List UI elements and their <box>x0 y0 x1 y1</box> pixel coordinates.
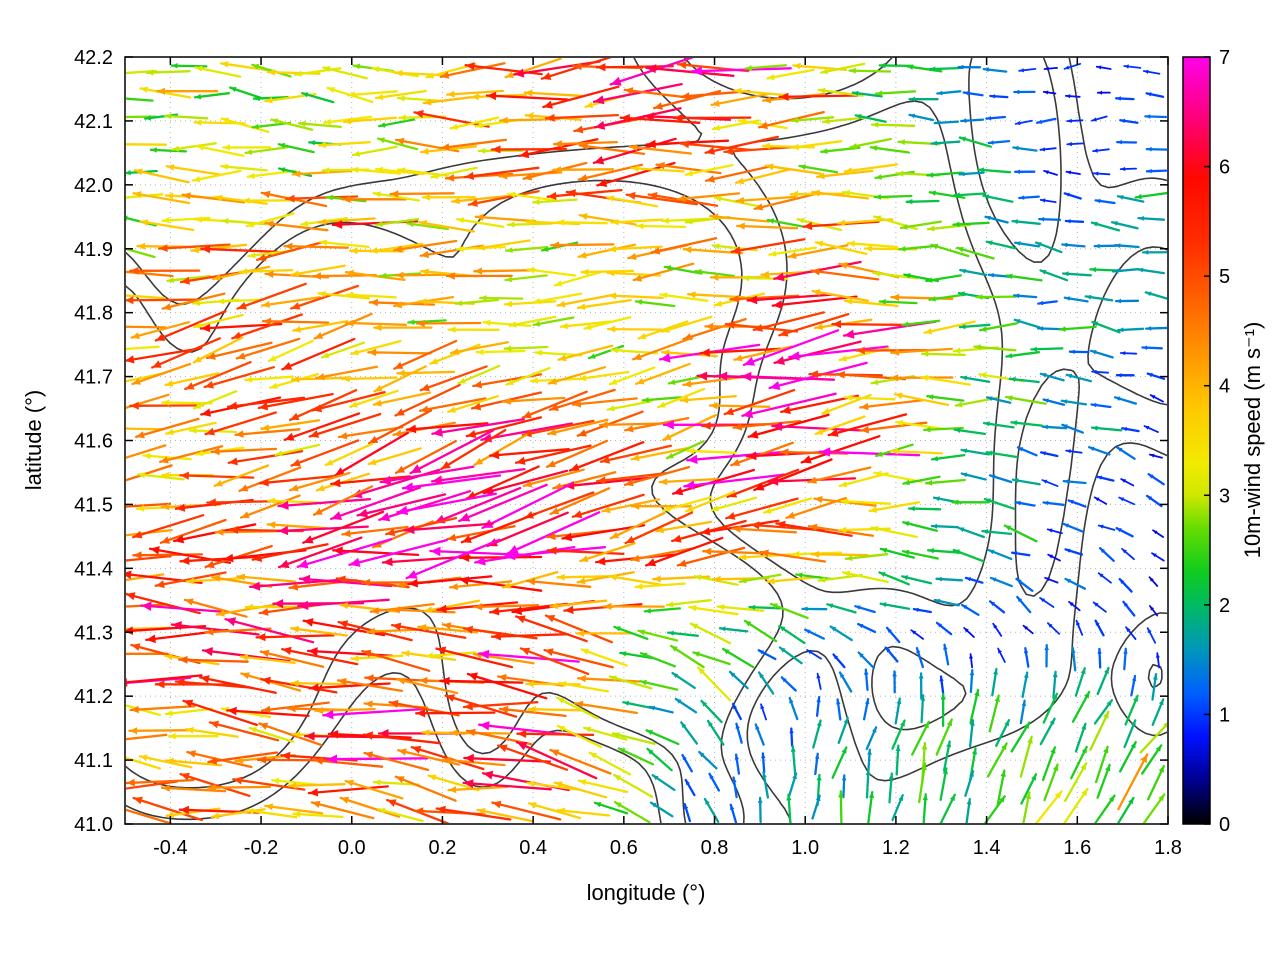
x-tick-label: -0.2 <box>244 837 278 859</box>
x-tick-label: 1.4 <box>973 837 1001 859</box>
axes: -0.4 -0.2 0.0 0.2 0.4 0.6 0.8 1.0 1.2 1.4 1.6 1.8 41… <box>74 47 1182 859</box>
x-tick-label: 1.8 <box>1154 837 1182 859</box>
colorbar-tick-label: 0 <box>1219 814 1230 836</box>
colorbar-tick-label: 1 <box>1219 704 1230 726</box>
colorbar-tick-label: 7 <box>1219 47 1230 69</box>
y-tick-label: 41.4 <box>74 558 113 580</box>
y-tick-label: 41.1 <box>74 750 113 772</box>
x-tick-label: 0.4 <box>519 837 547 859</box>
colorbar-label: 10m-wind speed (m s⁻¹) <box>1240 321 1265 559</box>
y-tick-label: 41.2 <box>74 686 113 708</box>
colorbar-tick-label: 2 <box>1219 595 1230 617</box>
wind-arrow-layer <box>126 58 1167 823</box>
x-tick-label: 0.8 <box>701 837 729 859</box>
y-tick-label: 41.6 <box>74 431 113 453</box>
y-axis-label: latitude (°) <box>21 389 46 491</box>
y-tick-label: 42.1 <box>74 111 113 133</box>
y-tick-label: 41.9 <box>74 239 113 261</box>
y-tick-label: 41.5 <box>74 494 113 516</box>
x-axis-label: longitude (°) <box>586 880 706 905</box>
x-tick-label: 1.6 <box>1063 837 1091 859</box>
y-tick-label: 41.8 <box>74 303 113 325</box>
y-tick-label: 42.2 <box>74 47 113 69</box>
y-tick-label: 42.0 <box>74 175 113 197</box>
y-tick-label: 41.3 <box>74 622 113 644</box>
colorbar-tick-label: 3 <box>1219 485 1230 507</box>
x-tick-label: 1.0 <box>791 837 819 859</box>
y-tick-label: 41.0 <box>74 814 113 836</box>
colorbar-tick-label: 5 <box>1219 266 1230 288</box>
colorbar-tick-label: 4 <box>1219 376 1230 398</box>
colorbar: 0 1 2 3 4 5 6 7 <box>1182 47 1230 836</box>
contour-layer <box>126 58 1167 823</box>
x-tick-label: 0.2 <box>429 837 457 859</box>
x-tick-label: 0.6 <box>610 837 638 859</box>
x-tick-label: 1.2 <box>882 837 910 859</box>
x-tick-label: -0.4 <box>153 837 187 859</box>
colorbar-tick-label: 6 <box>1219 157 1230 179</box>
x-tick-label: 0.0 <box>338 837 366 859</box>
y-tick-label: 41.7 <box>74 367 113 389</box>
